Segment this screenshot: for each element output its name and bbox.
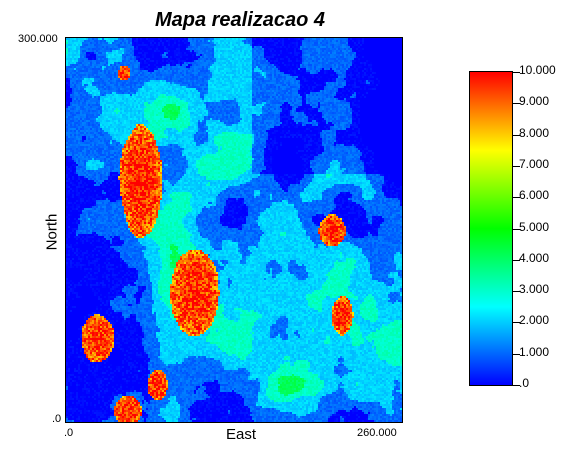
colorbar-tick-label: 7.000 (519, 157, 550, 171)
colorbar-tick (512, 166, 520, 167)
colorbar-tick-label: 6.000 (519, 188, 550, 202)
chart-title: Mapa realizacao 4 (154, 9, 326, 31)
x-axis-label: East (225, 426, 256, 443)
colorbar-tick-label: 3.000 (519, 282, 550, 296)
colorbar-tick-label: 2.000 (519, 313, 550, 327)
y-tick-label-max: 300.000 (18, 33, 58, 45)
colorbar-tick (512, 354, 520, 355)
colorbar-tick (512, 72, 520, 73)
colorbar-tick-label: .0 (519, 376, 530, 390)
colorbar-tick (512, 135, 520, 136)
colorbar-tick-label: 1.000 (519, 345, 550, 359)
colorbar-tick (512, 385, 520, 386)
colorbar (469, 71, 513, 386)
y-tick-label-min: .0 (52, 413, 62, 425)
colorbar-tick-label: 8.000 (519, 126, 550, 140)
colorbar-tick-label: 9.000 (519, 94, 550, 108)
colorbar-tick-label: 5.000 (519, 220, 550, 234)
x-tick-label-min: .0 (64, 427, 74, 439)
x-tick-label-max: 260.000 (357, 427, 397, 439)
colorbar-tick (512, 322, 520, 323)
colorbar-tick-label: 4.000 (519, 251, 550, 265)
colorbar-tick (512, 103, 520, 104)
y-axis-label: North (43, 213, 61, 251)
heatmap-plot (65, 37, 403, 423)
colorbar-tick (512, 229, 520, 230)
colorbar-tick (512, 291, 520, 292)
colorbar-tick (512, 260, 520, 261)
colorbar-tick (512, 197, 520, 198)
colorbar-tick-label: 10.000 (519, 63, 556, 77)
